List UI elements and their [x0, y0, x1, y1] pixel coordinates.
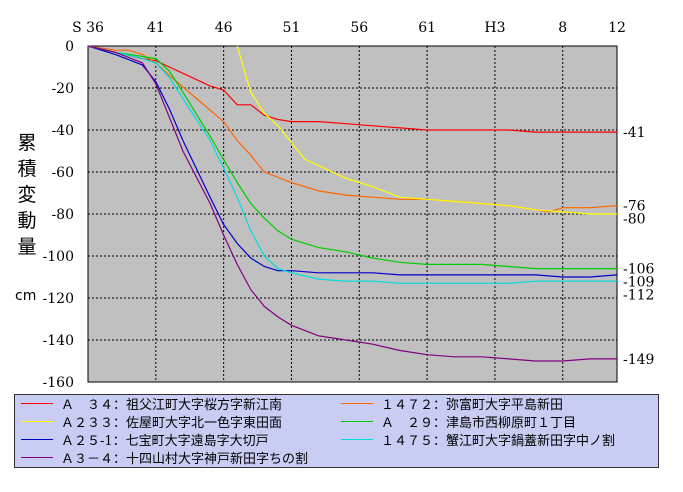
legend-label: Ａ２５-1：七宝町大字遠島字大切戸 [61, 434, 269, 449]
end-value-labels: -41 -76-80 -106-109-112 -149 [623, 125, 655, 368]
legend-item: Ａ３－４：十四山村大字神戸新田字ちの割 [21, 449, 309, 467]
legend-label: Ａ３－４：十四山村大字神戸新田字ちの割 [61, 452, 309, 467]
legend-swatch [21, 421, 53, 422]
x-tick-label: S 36 [72, 20, 104, 36]
y-axis-label: 累積変動量 [17, 132, 37, 258]
end-value-label: -106 [623, 262, 655, 278]
y-tick-labels: 0 -20 -40 -60 -80 -100 -120 -140 -160 [43, 39, 74, 391]
x-tick-label: 12 [608, 20, 626, 36]
series-line [87, 45, 617, 270]
x-tick-label: 46 [215, 20, 233, 36]
x-tick-labels: S 36 41 46 51 56 61 H3 8 12 [72, 20, 626, 36]
x-tick-label: 61 [418, 20, 436, 36]
y-tick-label: -20 [51, 81, 74, 97]
legend-swatch [341, 421, 373, 422]
x-tick-label: 8 [558, 20, 567, 36]
legend-item: Ａ２３３：佐屋町大字北一色字東田面 [21, 413, 283, 431]
legend-item: Ａ２５-1：七宝町大字遠島字大切戸 [21, 431, 269, 449]
y-axis-unit: cm [15, 288, 37, 304]
series-line [87, 45, 618, 278]
legend-label: Ａ ２９：津島市西柳原町１丁目 [381, 416, 577, 431]
legend-label: １４７２：弥富町大字平島新田 [381, 398, 564, 413]
y-tick-label: 0 [65, 39, 74, 55]
series-line [87, 45, 617, 284]
y-tick-label: -160 [43, 375, 74, 391]
legend-swatch [341, 439, 373, 440]
x-tick-label: 51 [283, 20, 301, 36]
legend-item: １４７２：弥富町大字平島新田 [341, 395, 564, 413]
y-tick-label: -80 [51, 207, 74, 223]
legend-label: Ａ２３３：佐屋町大字北一色字東田面 [61, 416, 283, 431]
legend-item: １４７５：蟹江町大字鍋蓋新田字中ノ割 [341, 431, 616, 449]
legend: Ａ ３４：祖父江町大字桜方字新江南 １４７２：弥富町大字平島新田 Ａ２３３：佐屋… [14, 394, 659, 468]
x-tick-label: H3 [484, 20, 505, 36]
y-tick-label: -120 [43, 291, 74, 307]
y-tick-label: -40 [51, 123, 74, 139]
grid-lines [88, 46, 617, 382]
legend-item: Ａ ３４：祖父江町大字桜方字新江南 [21, 395, 283, 413]
legend-item: Ａ ２９：津島市西柳原町１丁目 [341, 413, 577, 431]
legend-label: Ａ ３４：祖父江町大字桜方字新江南 [61, 398, 283, 413]
x-tick-label: 56 [350, 20, 368, 36]
chart-canvas: S 36 41 46 51 56 61 H3 8 12 0 -20 -40 -60 -80 -100 -12… [43, 20, 655, 391]
legend-swatch [21, 403, 53, 404]
y-tick-label: -140 [43, 333, 74, 349]
legend-swatch [341, 403, 373, 404]
legend-label: １４７５：蟹江町大字鍋蓋新田字中ノ割 [381, 434, 616, 449]
series-line [87, 45, 617, 362]
legend-swatch [21, 439, 53, 440]
series-line [87, 45, 617, 133]
series-line [236, 45, 617, 215]
x-tick-label: 41 [147, 20, 165, 36]
end-value-label: -80 [623, 212, 646, 228]
end-value-label: -149 [623, 352, 654, 368]
legend-swatch [21, 457, 53, 458]
end-value-label: -109 [623, 275, 654, 291]
y-tick-label: -60 [51, 165, 74, 181]
end-value-label: -76 [623, 199, 646, 215]
end-value-label: -41 [623, 125, 646, 141]
series-lines [87, 45, 618, 362]
y-tick-label: -100 [43, 249, 74, 265]
end-value-label: -112 [623, 288, 654, 304]
